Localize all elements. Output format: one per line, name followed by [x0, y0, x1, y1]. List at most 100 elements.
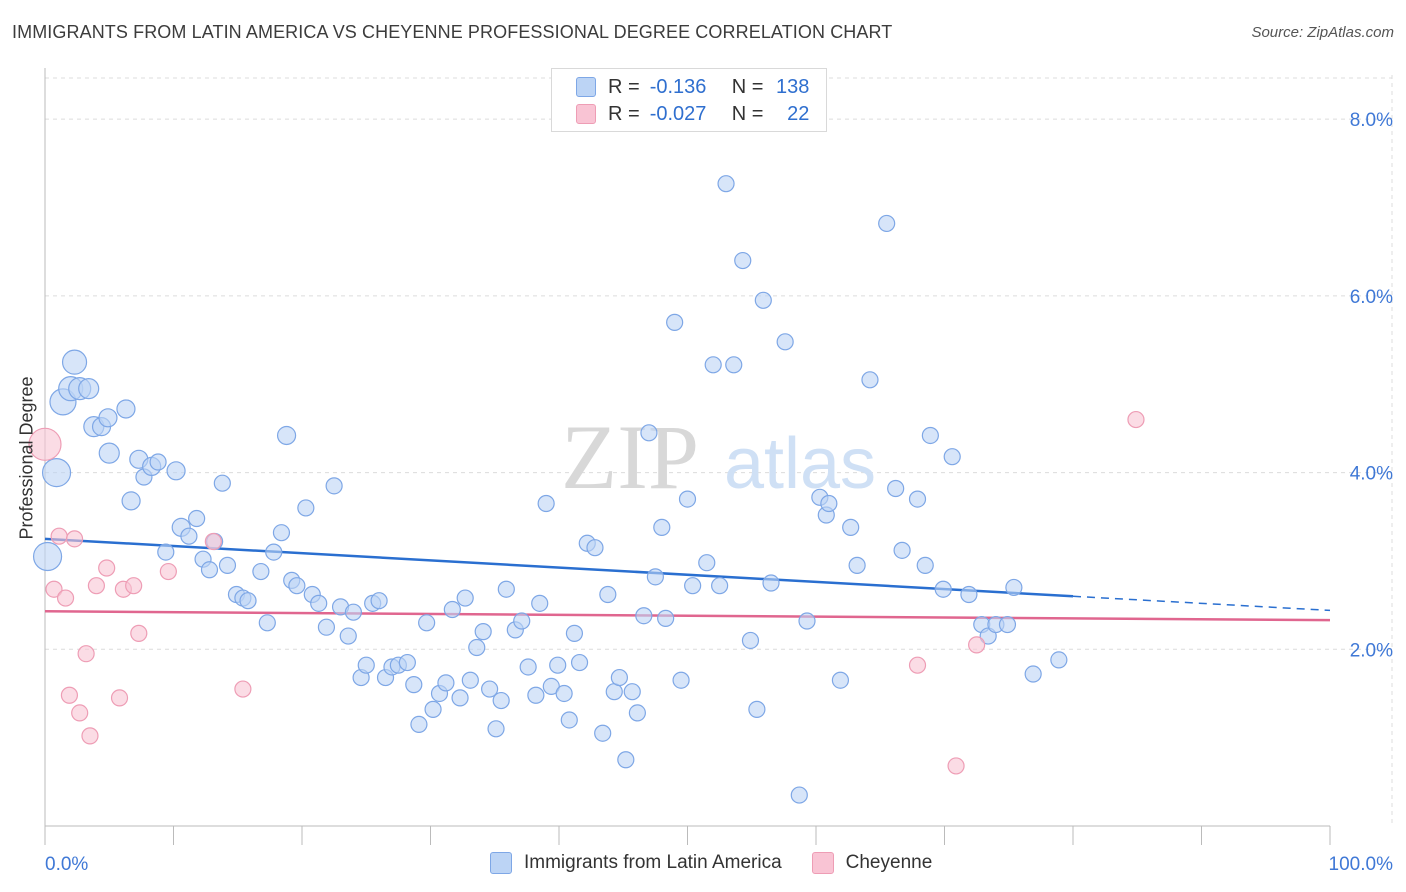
- point-latin-america: [357, 656, 375, 674]
- watermark-zip: ZIP: [561, 406, 699, 508]
- legend-swatch-pink: [576, 104, 596, 124]
- point-latin-america: [599, 585, 617, 604]
- point-latin-america: [678, 490, 697, 508]
- point-cheyenne: [50, 527, 68, 545]
- point-latin-america: [370, 592, 388, 610]
- legend-n-value: 138: [776, 75, 810, 98]
- tick-labels: 2.0% 4.0% 6.0% 8.0% 0.0% 100.0%: [45, 110, 1393, 875]
- y-tick-label: 4.0%: [1350, 464, 1393, 485]
- point-latin-america: [276, 425, 297, 446]
- point-latin-america: [998, 615, 1017, 634]
- point-latin-america: [398, 653, 416, 672]
- point-cheyenne: [81, 727, 99, 745]
- point-latin-america: [748, 700, 766, 718]
- point-latin-america: [188, 509, 206, 528]
- point-latin-america: [549, 656, 567, 674]
- point-latin-america: [288, 577, 306, 595]
- point-latin-america: [653, 518, 671, 536]
- point-latin-america: [831, 671, 850, 689]
- legend-r-label: R =: [608, 102, 640, 125]
- point-cheyenne: [71, 704, 89, 722]
- point-latin-america: [762, 574, 780, 592]
- y-tick-label: 8.0%: [1350, 110, 1393, 131]
- legend-n-label: N =: [731, 102, 764, 125]
- point-latin-america: [893, 541, 911, 559]
- point-latin-america: [776, 333, 794, 351]
- point-latin-america: [672, 671, 690, 689]
- point-latin-america: [61, 349, 88, 375]
- y-tick-label: 6.0%: [1350, 287, 1393, 308]
- point-latin-america: [200, 561, 219, 579]
- point-latin-america: [310, 594, 328, 612]
- legend-row-pink: R = -0.027 N = 22: [576, 101, 809, 127]
- point-cheyenne: [60, 686, 79, 704]
- series-swatch-blue: [490, 852, 512, 874]
- point-latin-america: [842, 518, 860, 536]
- series-legend-item-cheyenne[interactable]: Cheyenne: [811, 852, 932, 874]
- point-latin-america: [1005, 578, 1023, 597]
- point-latin-america: [166, 461, 186, 481]
- point-latin-america: [798, 612, 816, 630]
- point-latin-america: [628, 704, 646, 722]
- legend-n-label: N =: [731, 75, 764, 98]
- point-latin-america: [252, 562, 270, 581]
- point-latin-america: [98, 442, 120, 464]
- point-latin-america: [878, 214, 896, 233]
- point-latin-america: [908, 490, 927, 508]
- point-latin-america: [555, 684, 573, 703]
- point-cheyenne: [110, 689, 129, 707]
- point-latin-america: [424, 700, 442, 718]
- point-latin-america: [474, 623, 492, 641]
- point-latin-america: [820, 494, 838, 513]
- point-latin-america: [754, 291, 772, 309]
- point-latin-america: [344, 603, 362, 621]
- point-latin-america: [717, 175, 735, 193]
- point-latin-america: [487, 720, 505, 738]
- point-latin-america: [861, 371, 879, 389]
- point-latin-america: [180, 527, 198, 545]
- point-latin-america: [684, 577, 702, 595]
- point-latin-america: [239, 592, 257, 610]
- point-cheyenne: [77, 645, 95, 663]
- source-label: Source: ZipAtlas.com: [1251, 24, 1394, 41]
- point-latin-america: [916, 556, 934, 574]
- point-latin-america: [32, 541, 63, 572]
- point-latin-america: [594, 724, 612, 742]
- legend-r-value: -0.027: [649, 102, 707, 125]
- point-latin-america: [121, 491, 141, 511]
- chart-title: IMMIGRANTS FROM LATIN AMERICA VS CHEYENN…: [12, 22, 893, 42]
- legend-r-label: R =: [608, 75, 640, 98]
- point-latin-america: [437, 674, 455, 692]
- point-latin-america: [848, 556, 866, 574]
- point-latin-america: [704, 356, 722, 374]
- point-latin-america: [921, 426, 939, 445]
- point-cheyenne: [234, 680, 252, 698]
- point-cheyenne: [56, 589, 75, 607]
- point-latin-america: [481, 680, 499, 698]
- point-cheyenne: [28, 427, 62, 461]
- watermark: ZIP atlas: [561, 406, 876, 508]
- point-latin-america: [258, 614, 276, 632]
- data-points: [28, 175, 1145, 804]
- point-latin-america: [451, 689, 469, 707]
- point-latin-america: [405, 676, 423, 694]
- y-tick-label: 2.0%: [1350, 640, 1393, 661]
- point-latin-america: [570, 653, 589, 672]
- point-latin-america: [698, 554, 716, 572]
- point-latin-america: [325, 477, 343, 495]
- point-latin-america: [934, 580, 952, 598]
- point-cheyenne: [65, 530, 84, 548]
- point-latin-america: [157, 543, 175, 561]
- point-latin-america: [492, 691, 510, 710]
- point-latin-america: [98, 408, 118, 428]
- point-latin-america: [213, 474, 231, 492]
- point-latin-america: [565, 624, 584, 642]
- point-cheyenne: [908, 656, 927, 674]
- point-cheyenne: [125, 577, 143, 595]
- point-latin-america: [456, 589, 474, 607]
- point-latin-america: [635, 607, 653, 625]
- point-cheyenne: [1127, 410, 1145, 429]
- x-tick-label: 0.0%: [45, 854, 88, 875]
- series-legend-item-latin-america[interactable]: Immigrants from Latin America: [490, 852, 782, 874]
